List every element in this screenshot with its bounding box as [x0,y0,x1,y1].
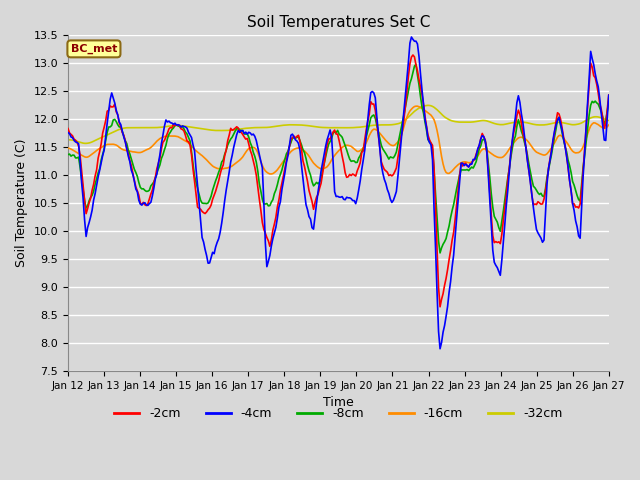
Line: -16cm: -16cm [68,106,609,174]
-16cm [64,145,72,151]
-4cm [408,34,415,40]
-2cm [131,178,138,183]
Line: -32cm: -32cm [68,105,609,144]
-32cm [424,102,432,108]
-4cm [225,169,233,175]
-32cm [132,125,140,131]
-4cm [252,138,260,144]
-16cm [302,150,310,156]
-16cm [605,122,612,128]
-2cm [605,92,612,98]
Line: -8cm: -8cm [68,64,609,253]
Title: Soil Temperatures Set C: Soil Temperatures Set C [246,15,430,30]
-4cm [436,346,444,352]
Line: -4cm: -4cm [68,37,609,349]
-4cm [64,130,72,135]
-8cm [243,131,251,137]
-16cm [578,147,586,153]
-2cm [409,52,417,58]
X-axis label: Time: Time [323,396,354,409]
-8cm [252,159,260,165]
Line: -2cm: -2cm [68,55,609,307]
-16cm [412,103,420,109]
-16cm [131,149,138,155]
-16cm [252,147,260,153]
-32cm [227,127,234,133]
-4cm [243,131,251,137]
-32cm [83,141,90,146]
-32cm [302,122,310,128]
-8cm [412,61,420,67]
-8cm [301,150,308,156]
-8cm [605,98,612,104]
-8cm [436,250,444,256]
-32cm [605,118,612,123]
-2cm [301,164,308,169]
Legend: -2cm, -4cm, -8cm, -16cm, -32cm: -2cm, -4cm, -8cm, -16cm, -32cm [109,402,568,425]
-8cm [64,152,72,157]
-4cm [131,178,138,184]
Y-axis label: Soil Temperature (C): Soil Temperature (C) [15,139,28,267]
-32cm [254,125,262,131]
-2cm [64,126,72,132]
-2cm [578,186,586,192]
-4cm [605,92,612,98]
-2cm [436,304,444,310]
-16cm [243,147,251,153]
-4cm [578,204,586,210]
-2cm [243,135,251,141]
-32cm [245,125,253,131]
-8cm [225,139,233,144]
-32cm [578,120,586,126]
Text: BC_met: BC_met [71,44,117,54]
-16cm [268,171,275,177]
-8cm [578,181,586,187]
-4cm [301,190,308,195]
-2cm [252,172,260,178]
-16cm [225,164,233,170]
-32cm [64,137,72,143]
-8cm [131,166,138,172]
-2cm [225,132,233,138]
